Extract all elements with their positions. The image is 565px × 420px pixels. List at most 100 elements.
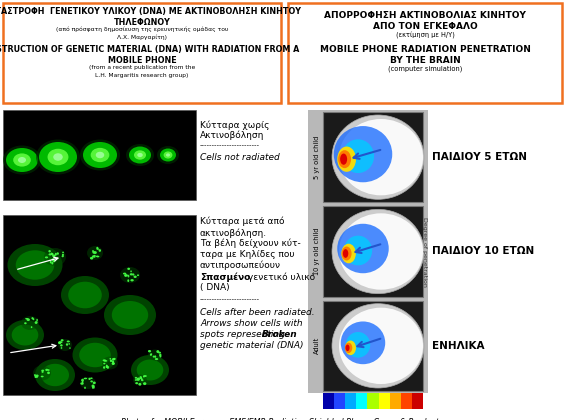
Ellipse shape — [27, 318, 30, 321]
Ellipse shape — [159, 356, 162, 357]
Ellipse shape — [120, 267, 140, 283]
Ellipse shape — [140, 376, 142, 379]
Bar — [3, 110, 196, 200]
Bar — [3, 3, 281, 103]
Ellipse shape — [131, 279, 134, 281]
Ellipse shape — [33, 365, 51, 381]
Ellipse shape — [131, 355, 169, 385]
Ellipse shape — [50, 261, 51, 263]
Ellipse shape — [39, 142, 77, 172]
Ellipse shape — [51, 258, 55, 261]
Ellipse shape — [96, 247, 98, 249]
Ellipse shape — [97, 256, 99, 257]
Ellipse shape — [47, 372, 50, 374]
Ellipse shape — [128, 275, 129, 278]
Ellipse shape — [154, 355, 156, 358]
Ellipse shape — [83, 142, 117, 168]
Ellipse shape — [53, 153, 63, 161]
Ellipse shape — [345, 341, 356, 355]
Ellipse shape — [123, 273, 127, 275]
Ellipse shape — [84, 378, 87, 379]
Ellipse shape — [92, 250, 94, 252]
Ellipse shape — [3, 145, 41, 174]
Ellipse shape — [334, 126, 392, 182]
Ellipse shape — [90, 378, 93, 379]
Bar — [345, 393, 357, 409]
Ellipse shape — [98, 249, 101, 252]
Ellipse shape — [341, 321, 385, 364]
Text: Cells after been radiated.: Cells after been radiated. — [200, 308, 315, 317]
Ellipse shape — [94, 256, 95, 258]
Ellipse shape — [112, 362, 115, 365]
Text: Τα βέλη δείχνουν κύτ-: Τα βέλη δείχνουν κύτ- — [200, 239, 301, 249]
Ellipse shape — [332, 209, 424, 294]
Ellipse shape — [112, 301, 148, 329]
Text: ΚΑΤΑΣΤΡΟΦΗ  ΓΕΝΕΤΙΚΟΥ ΥΛΙΚΟΥ (DNA) ΜΕ ΑΚΤΙΝΟΒΟΛΗΣΗ ΚΙΝΗΤΟΥ: ΚΑΤΑΣΤΡΟΦΗ ΓΕΝΕΤΙΚΟΥ ΥΛΙΚΟΥ (DNA) ΜΕ ΑΚΤ… — [0, 7, 301, 16]
Ellipse shape — [84, 386, 86, 389]
Ellipse shape — [16, 250, 54, 280]
Ellipse shape — [25, 318, 28, 320]
Ellipse shape — [45, 369, 49, 371]
Bar — [357, 393, 367, 409]
Ellipse shape — [32, 317, 33, 319]
Ellipse shape — [24, 322, 27, 324]
Ellipse shape — [337, 147, 356, 172]
Text: ταρα με Κηλίδες που: ταρα με Κηλίδες που — [200, 250, 294, 259]
Ellipse shape — [6, 148, 38, 172]
Ellipse shape — [344, 236, 372, 265]
Text: genetic material (DNA): genetic material (DNA) — [200, 341, 303, 350]
Bar — [288, 3, 562, 103]
Ellipse shape — [93, 381, 96, 384]
Ellipse shape — [332, 115, 424, 200]
Text: Ακτινοβόληση: Ακτινοβόληση — [200, 130, 264, 139]
Ellipse shape — [124, 275, 127, 277]
Text: Arrows show cells with: Arrows show cells with — [200, 319, 303, 328]
Ellipse shape — [60, 339, 64, 341]
Ellipse shape — [343, 249, 348, 258]
Ellipse shape — [68, 282, 102, 308]
Text: ΤΗΛΕΦΩΝΟΥ: ΤΗΛΕΦΩΝΟΥ — [114, 18, 171, 27]
Ellipse shape — [132, 273, 134, 276]
Ellipse shape — [339, 119, 423, 195]
Ellipse shape — [141, 378, 142, 380]
Text: (computer simulation): (computer simulation) — [388, 66, 462, 73]
Ellipse shape — [36, 319, 38, 321]
Ellipse shape — [137, 360, 163, 381]
Text: Adult: Adult — [314, 337, 320, 354]
Ellipse shape — [104, 295, 156, 335]
Ellipse shape — [31, 326, 32, 328]
Bar — [367, 393, 379, 409]
Text: 5 yr old child: 5 yr old child — [314, 136, 320, 179]
Ellipse shape — [148, 349, 162, 360]
Ellipse shape — [150, 353, 153, 355]
Bar — [3, 215, 196, 395]
Ellipse shape — [110, 358, 111, 360]
Ellipse shape — [110, 360, 112, 362]
Text: ΠΑΙΔΙΟΥ 10 ΕΤΩΝ: ΠΑΙΔΙΟΥ 10 ΕΤΩΝ — [432, 247, 534, 257]
Ellipse shape — [80, 377, 96, 389]
Ellipse shape — [126, 144, 154, 166]
Text: MOBILE PHONE RADIATION PENETRATION: MOBILE PHONE RADIATION PENETRATION — [320, 45, 531, 54]
Ellipse shape — [166, 153, 170, 157]
Bar — [323, 206, 423, 297]
Ellipse shape — [51, 252, 53, 255]
Ellipse shape — [112, 362, 115, 365]
Ellipse shape — [32, 318, 34, 320]
Ellipse shape — [49, 250, 51, 252]
Ellipse shape — [53, 260, 55, 262]
Ellipse shape — [157, 146, 179, 164]
Text: ΑΠΟ ΤΟΝ ΕΓΚΕΦΑΛΟ: ΑΠΟ ΤΟΝ ΕΓΚΕΦΑΛΟ — [373, 22, 477, 31]
Ellipse shape — [95, 256, 99, 257]
Text: Photos for MOBILEpro.eu – EMF/EMR Radiation Shielded Phone Cases & Products: Photos for MOBILEpro.eu – EMF/EMR Radiat… — [121, 418, 444, 420]
Ellipse shape — [36, 139, 80, 174]
Ellipse shape — [62, 255, 64, 257]
Ellipse shape — [137, 274, 139, 276]
Text: MOBILE PHONE: MOBILE PHONE — [108, 56, 176, 65]
Ellipse shape — [52, 255, 55, 257]
Ellipse shape — [338, 150, 351, 168]
Text: ΕΝΗΛΙΚΑ: ΕΝΗΛΙΚΑ — [432, 341, 485, 351]
Ellipse shape — [90, 257, 93, 260]
Ellipse shape — [112, 360, 114, 363]
Ellipse shape — [345, 343, 352, 353]
Ellipse shape — [58, 339, 72, 351]
